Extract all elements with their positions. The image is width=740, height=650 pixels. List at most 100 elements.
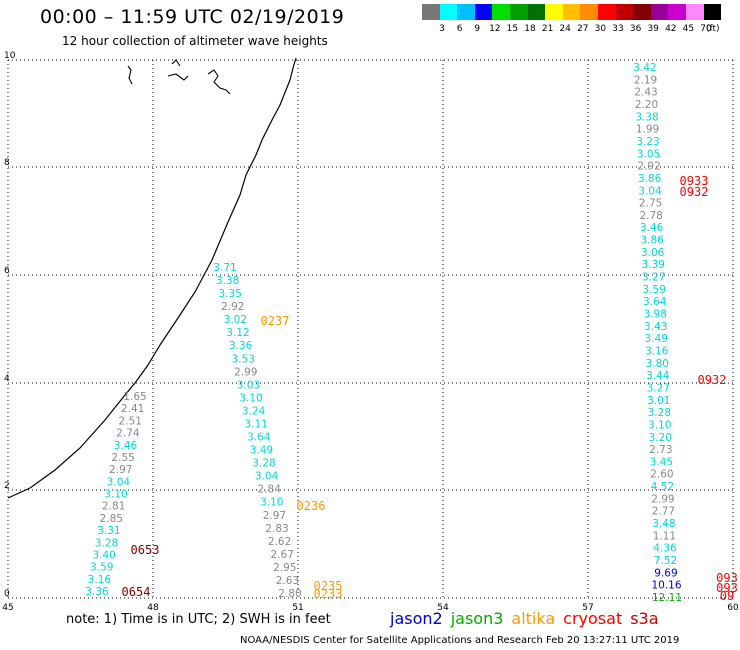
legend-label: 36 <box>629 24 642 34</box>
legend-label: 9 <box>474 24 481 34</box>
pass-time-label: 0932 <box>698 373 727 387</box>
footer-note: note: 1) Time is in UTC; 2) SWH is in fe… <box>66 612 331 627</box>
legend-label: 24 <box>559 24 571 34</box>
wave-height-value: 2.84 <box>258 484 282 496</box>
wave-height-value: 2.41 <box>121 403 144 415</box>
wave-height-value: 3.36 <box>229 340 253 352</box>
mission-key: jason2 jason3 altika cryosat s3a <box>390 609 667 628</box>
wave-height-value: 1.11 <box>653 530 676 542</box>
wave-height-value: 2.43 <box>634 87 657 99</box>
legend-swatch <box>598 4 616 20</box>
wave-height-value: 3.10 <box>260 497 283 509</box>
wave-height-value: 1.65 <box>123 391 146 403</box>
wave-height-value: 2.75 <box>639 198 662 210</box>
wave-height-value: 3.27 <box>647 382 670 394</box>
legend-unit: (ft) <box>706 24 720 34</box>
legend-swatch <box>510 4 528 20</box>
mission-label-jason2: jason2 <box>390 609 443 628</box>
wave-height-value: 3.31 <box>97 525 120 537</box>
pass-time-label: 093 <box>716 581 738 595</box>
wave-height-value: 3.64 <box>247 432 271 444</box>
wave-height-value: 3.64 <box>643 296 667 308</box>
axis-tick-labels: 45 48 51 54 57 60 0 2 4 6 8 10 <box>2 51 739 613</box>
wave-height-value: 2.51 <box>119 415 142 427</box>
wave-height-value: 2.67 <box>271 549 294 561</box>
island-a <box>127 65 133 85</box>
wave-height-value: 3.98 <box>644 309 667 321</box>
page-subtitle: 12 hour collection of altimeter wave hei… <box>62 34 328 48</box>
pass-time-label: 093 <box>716 571 738 585</box>
legend-label: 18 <box>524 24 536 34</box>
wave-height-value: 3.27 <box>642 272 665 284</box>
pass-time-label: 0653 <box>131 543 160 557</box>
wave-height-value: 2.19 <box>634 74 657 86</box>
wave-height-value: 3.01 <box>647 395 670 407</box>
wave-height-value: 3.46 <box>640 222 664 234</box>
wave-height-value: 3.86 <box>638 173 662 185</box>
wave-height-value: 3.49 <box>250 445 273 457</box>
wave-height-value: 2.99 <box>234 366 257 378</box>
legend-swatch <box>580 4 598 20</box>
legend-label: 39 <box>647 24 659 34</box>
wave-height-value: 2.81 <box>102 501 125 513</box>
wave-height-value: 2.80 <box>278 588 301 600</box>
x-tick-label: 45 <box>2 603 13 613</box>
wave-height-value: 3.06 <box>641 247 665 259</box>
legend-swatch <box>492 4 510 20</box>
coastline <box>7 57 297 499</box>
wave-height-value: 2.78 <box>639 210 662 222</box>
y-tick-label: 4 <box>4 374 10 384</box>
y-tick-label: 10 <box>4 51 16 61</box>
x-tick-label: 54 <box>437 603 449 613</box>
legend-swatch <box>686 4 704 20</box>
wave-height-value: 3.53 <box>232 353 255 365</box>
y-tick-label: 8 <box>4 158 10 168</box>
wave-height-value: 2.20 <box>635 99 658 111</box>
legend-swatch <box>527 4 546 20</box>
legend-swatch <box>668 4 686 20</box>
legend-label: 3 <box>439 24 445 34</box>
legend-swatch <box>562 4 581 20</box>
pass-time-label: 0236 <box>297 499 326 513</box>
wave-height-value: 2.92 <box>221 301 244 313</box>
wave-height-value: 3.71 <box>213 262 236 274</box>
legend-label: 12 <box>489 24 501 34</box>
wave-height-value: 3.80 <box>646 358 669 370</box>
wave-height-value: 3.28 <box>95 537 118 549</box>
wave-height-value: 3.04 <box>255 471 279 483</box>
wave-height-value: 2.95 <box>273 562 296 574</box>
pass-time-label: 0237 <box>261 314 290 328</box>
wave-height-value: 3.38 <box>216 275 239 287</box>
wave-height-value: 3.45 <box>650 456 673 468</box>
wave-height-value: 3.12 <box>226 327 249 339</box>
wave-height-value: 3.44 <box>646 370 670 382</box>
pass-time-label: 0933 <box>680 174 709 188</box>
x-tick-label: 51 <box>292 603 303 613</box>
wave-height-value: 3.86 <box>640 235 664 247</box>
wave-height-value: 2.73 <box>649 444 672 456</box>
wave-height-value: 2.99 <box>651 493 674 505</box>
pass-time-label: 0233 <box>314 587 343 601</box>
wave-height-value: 3.40 <box>92 549 115 561</box>
wave-height-value: 12.11 <box>652 592 682 604</box>
legend-swatch <box>703 4 722 20</box>
wave-height-value: 3.10 <box>648 419 671 431</box>
wave-height-value: 3.42 <box>633 62 656 74</box>
wave-height-value: 4.36 <box>653 543 677 555</box>
mission-label-s3a: s3a <box>630 609 659 628</box>
wave-height-value: 3.04 <box>107 476 131 488</box>
wave-height-value: 2.55 <box>111 452 134 464</box>
wave-height-value: 3.23 <box>636 136 659 148</box>
legend-swatch <box>439 4 458 20</box>
wave-height-value: 3.11 <box>245 418 268 430</box>
wave-height-value: 2.62 <box>268 536 291 548</box>
legend-label: 30 <box>594 24 607 34</box>
legend-swatch <box>633 4 651 20</box>
wave-height-value: 3.05 <box>637 148 660 160</box>
wave-height-value: 3.02 <box>224 314 247 326</box>
wave-height-value: 2.85 <box>100 513 123 525</box>
wave-height-value: 3.48 <box>652 518 675 530</box>
legend-label: 70 <box>700 24 712 34</box>
y-tick-label: 6 <box>4 266 10 276</box>
wave-height-value: 3.46 <box>114 440 138 452</box>
